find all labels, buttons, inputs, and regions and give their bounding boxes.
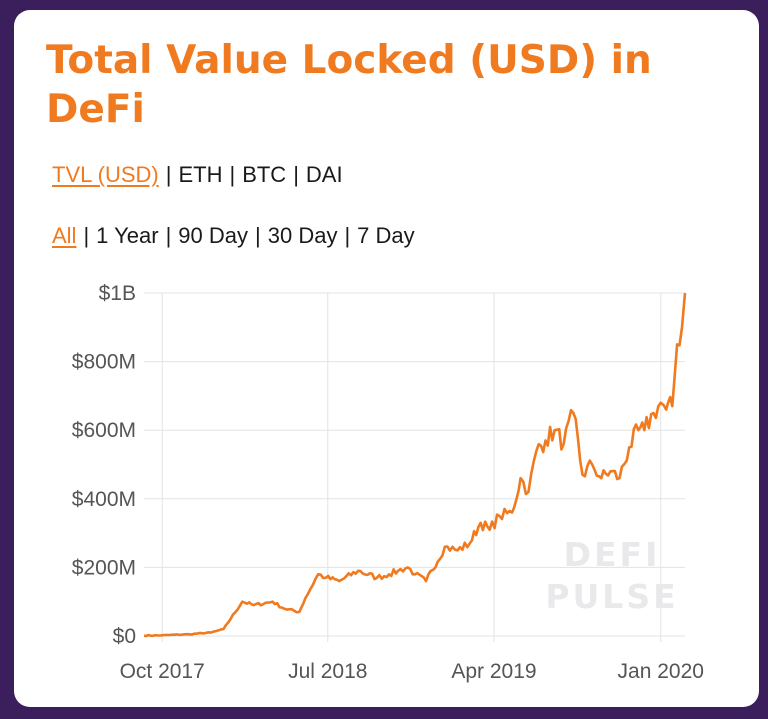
x-tick-label: Jan 2020	[618, 660, 704, 683]
tab-separator: |	[344, 223, 351, 248]
y-tick-label: $400M	[72, 488, 136, 511]
watermark-line-1: DEFI	[564, 535, 661, 574]
tab-30-day[interactable]: 30 Day	[267, 223, 338, 248]
y-axis-ticks: $0 $200M $400M $600M $800M $1B	[72, 282, 136, 648]
tvl-series-line	[143, 292, 687, 638]
tab-btc[interactable]: BTC	[242, 162, 287, 187]
tab-separator: |	[83, 223, 90, 248]
tab-dai[interactable]: DAI	[305, 162, 343, 187]
tab-1-year[interactable]: 1 Year	[96, 223, 159, 248]
chart-card: Total Value Locked (USD) in DeFi TVL (US…	[14, 10, 759, 707]
unit-tabs: TVL (USD) | ETH | BTC | DAI	[52, 162, 343, 188]
x-tick-label: Oct 2017	[120, 660, 205, 683]
defi-pulse-watermark: DEFI PULSE	[545, 535, 678, 616]
x-tick-label: Apr 2019	[451, 660, 536, 683]
watermark-line-2: PULSE	[545, 577, 678, 616]
tvl-line-chart: DEFI PULSE $0 $200M $400M $600M $800M $1B Oct…	[72, 282, 704, 683]
tab-7-day[interactable]: 7 Day	[357, 223, 415, 248]
tab-separator: |	[255, 223, 261, 248]
page-title: Total Value Locked (USD) in DeFi	[46, 38, 652, 132]
tab-eth[interactable]: ETH	[178, 162, 223, 187]
tab-separator: |	[165, 162, 172, 187]
tab-90-day[interactable]: 90 Day	[178, 223, 249, 248]
x-tick-label: Jul 2018	[288, 660, 367, 683]
tab-separator: |	[293, 162, 299, 187]
range-tabs: All | 1 Year | 90 Day | 30 Day | 7 Day	[52, 223, 415, 249]
y-tick-label: $0	[113, 625, 136, 648]
y-tick-label: $200M	[72, 556, 136, 579]
tab-separator: |	[165, 223, 172, 248]
y-tick-label: $1B	[99, 282, 136, 305]
tab-all[interactable]: All	[52, 223, 77, 248]
x-axis-ticks: Oct 2017 Jul 2018 Apr 2019 Jan 2020	[120, 660, 704, 683]
y-tick-label: $800M	[72, 351, 136, 374]
tab-separator: |	[229, 162, 236, 187]
tab-tvl-usd[interactable]: TVL (USD)	[52, 162, 159, 187]
chart-grid	[144, 292, 685, 642]
chart-series	[143, 292, 687, 638]
y-tick-label: $600M	[72, 419, 136, 442]
